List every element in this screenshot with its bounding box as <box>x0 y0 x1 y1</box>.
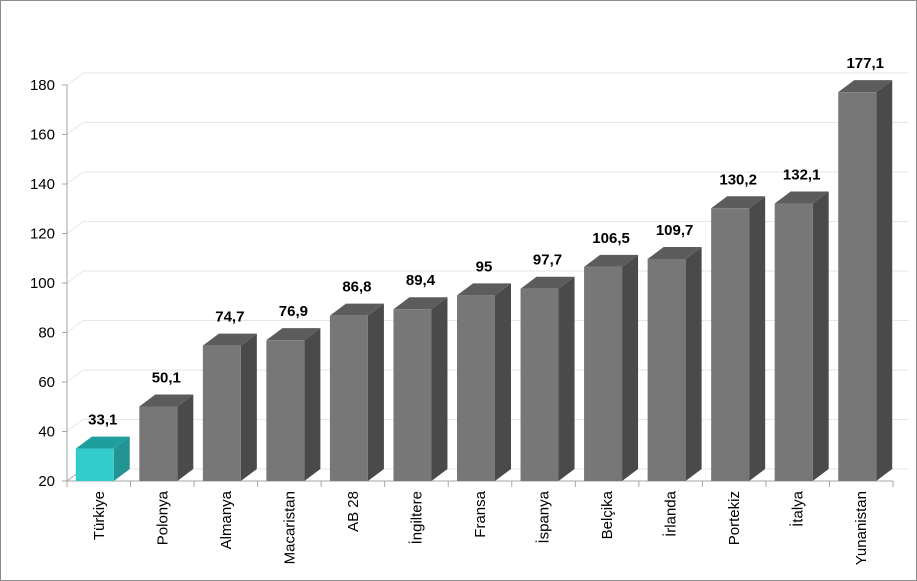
gridline-side <box>66 221 84 234</box>
bar-yunanistan <box>838 80 893 482</box>
bar-side-face <box>685 246 702 481</box>
bar-top-face <box>266 328 321 341</box>
y-tick-label: 140 <box>30 176 55 193</box>
gridline-side <box>66 320 84 333</box>
bar-front-face <box>329 315 368 481</box>
bar-front-face <box>75 448 114 481</box>
bar-top-face <box>329 303 384 316</box>
bar-polonya <box>139 394 194 481</box>
bar-front-face <box>202 345 241 481</box>
data-label: 177,1 <box>846 55 884 72</box>
bar-side-face <box>876 80 893 482</box>
data-label: 106,5 <box>592 230 630 247</box>
gridline-side <box>66 270 84 284</box>
bar-ab-28 <box>329 303 384 481</box>
bar-front-face <box>838 92 877 482</box>
data-label: 109,7 <box>656 222 694 239</box>
bar-i-talya <box>774 191 829 482</box>
bar-side-face <box>749 196 766 481</box>
bar-front-face <box>266 340 305 481</box>
data-label: 86,8 <box>342 279 371 296</box>
bar-i-rlanda <box>647 246 702 481</box>
gridline-side <box>66 419 84 432</box>
y-tick-label: 120 <box>30 226 55 243</box>
bar-side-face <box>113 436 130 481</box>
x-tick-label: Belçika <box>599 490 616 539</box>
bar-top-face <box>139 394 194 407</box>
bar-front-face <box>647 258 686 481</box>
x-tick-label: Polonya <box>154 490 171 545</box>
y-tick-label: 20 <box>38 473 55 490</box>
data-label: 95 <box>476 258 493 275</box>
bar-side-face <box>367 303 384 481</box>
x-tick-label: İspanya <box>535 490 553 543</box>
gridline-side <box>66 369 84 383</box>
bar-side-face <box>495 283 511 481</box>
bar-front-face <box>139 406 178 481</box>
x-tick-label: İtalya <box>789 490 807 527</box>
gridline-side <box>66 122 84 135</box>
data-label: 33,1 <box>88 412 117 429</box>
x-tick-label: İrlanda <box>662 490 680 537</box>
gridline-side <box>66 171 84 185</box>
bars <box>75 80 893 482</box>
bar-side-face <box>812 191 829 482</box>
bar-i-spanya <box>520 276 575 481</box>
data-label: 89,4 <box>406 272 436 289</box>
y-tick-label: 80 <box>38 325 55 342</box>
bar-bel-ika <box>584 254 639 481</box>
bar-portekiz <box>711 196 766 481</box>
bar-side-face <box>431 297 448 481</box>
bar-almanya <box>202 333 257 481</box>
bar-top-face <box>520 276 575 289</box>
x-tick-label: Portekiz <box>726 491 743 545</box>
gridline-side <box>66 72 84 86</box>
bar-fransa <box>457 283 511 481</box>
data-label: 76,9 <box>279 303 308 320</box>
bar-front-face <box>774 203 813 482</box>
data-label: 74,7 <box>215 309 244 326</box>
bar-side-face <box>558 276 575 481</box>
x-tick-label: Fransa <box>472 490 489 537</box>
bar-side-face <box>304 328 321 481</box>
x-tick-label: Almanya <box>218 490 235 549</box>
data-label: 97,7 <box>533 252 562 269</box>
y-tick-label: 180 <box>30 77 55 94</box>
x-tick-label: İngiltere <box>407 491 425 544</box>
x-tick-label: Türkiye <box>91 491 108 540</box>
bar-front-face <box>584 266 623 481</box>
bar-i-ngiltere <box>393 297 448 481</box>
bar-front-face <box>457 295 495 481</box>
bar-macaristan <box>266 328 321 481</box>
bar-top-face <box>647 246 702 259</box>
bar-top-face <box>838 80 893 93</box>
bar-side-face <box>622 254 639 481</box>
bar-top-face <box>393 297 448 310</box>
y-tick-label: 160 <box>30 127 55 144</box>
bar-side-face <box>240 333 257 481</box>
bar-top-face <box>711 196 766 209</box>
bar-front-face <box>711 208 750 481</box>
data-label: 130,2 <box>719 171 757 188</box>
bar-top-face <box>202 333 257 346</box>
y-tick-label: 100 <box>30 275 55 292</box>
bar-side-face <box>177 394 194 481</box>
bar-top-face <box>75 436 130 449</box>
bar-top-face <box>584 254 639 267</box>
bar-front-face <box>520 288 559 481</box>
x-tick-label: Macaristan <box>281 491 298 564</box>
bar-top-face <box>774 191 829 204</box>
labels: 20 40 60 80 100 120 140 160 180 33,1 Türkiye 50,1 Po… <box>30 55 884 565</box>
bar-front-face <box>393 309 432 481</box>
x-tick-label: Yunanistan <box>853 491 870 565</box>
data-label: 50,1 <box>152 370 181 387</box>
y-tick-label: 60 <box>38 374 55 391</box>
data-label: 132,1 <box>783 167 821 184</box>
y-tick-label: 40 <box>38 424 55 441</box>
x-tick-label: AB 28 <box>345 491 362 532</box>
bar-t-rkiye <box>75 436 130 481</box>
bar-top-face <box>457 283 511 296</box>
